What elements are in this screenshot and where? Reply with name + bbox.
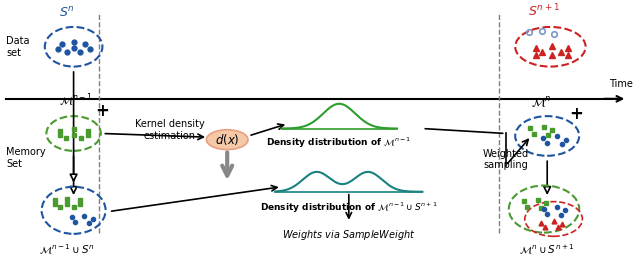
Text: Memory
Set: Memory Set	[6, 147, 46, 169]
Text: Density distribution of $\mathcal{M}^{n-1}$: Density distribution of $\mathcal{M}^{n-…	[266, 136, 412, 150]
Text: Time: Time	[609, 79, 633, 89]
Text: Weights via $\mathit{SampleWeight}$: Weights via $\mathit{SampleWeight}$	[282, 228, 415, 242]
Text: +: +	[95, 102, 109, 120]
Text: Data
set: Data set	[6, 36, 30, 57]
Text: $\mathcal{M}^{n-1}$: $\mathcal{M}^{n-1}$	[59, 91, 92, 109]
Text: $S^n$: $S^n$	[60, 5, 75, 19]
Text: $\mathcal{M}^{n}\cup S^{n+1}$: $\mathcal{M}^{n}\cup S^{n+1}$	[520, 242, 575, 257]
Ellipse shape	[206, 130, 248, 150]
Text: $S^{n+1}$: $S^{n+1}$	[528, 3, 560, 19]
Text: $d(x)$: $d(x)$	[215, 132, 239, 147]
Text: Kernel density
estimation: Kernel density estimation	[135, 119, 204, 141]
Text: Weighted
sampling: Weighted sampling	[483, 149, 529, 170]
Text: $\mathcal{M}^{n}$: $\mathcal{M}^{n}$	[531, 95, 551, 110]
Text: +: +	[569, 105, 583, 123]
Text: $\mathcal{M}^{n-1}\cup S^n$: $\mathcal{M}^{n-1}\cup S^n$	[39, 242, 95, 257]
Text: Density distribution of $\mathcal{M}^{n-1}\cup S^{n+1}$: Density distribution of $\mathcal{M}^{n-…	[260, 200, 438, 215]
